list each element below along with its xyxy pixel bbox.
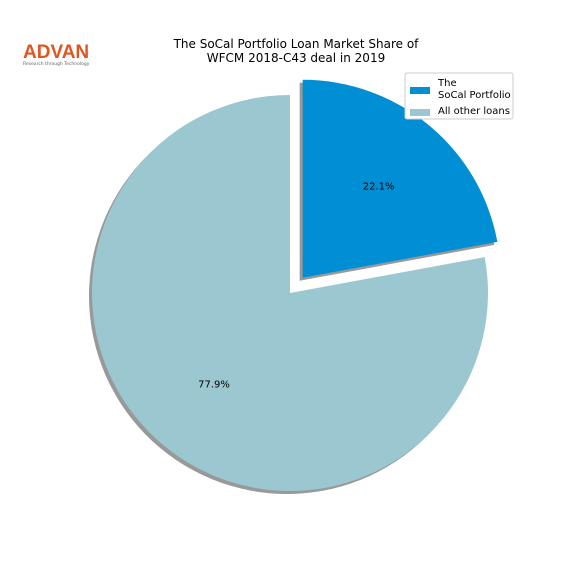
pie-slice (91, 95, 489, 491)
legend-label: All other loans (438, 106, 510, 117)
legend-swatch (410, 87, 430, 94)
legend-label: The SoCal Portfolio (437, 78, 511, 101)
pie-slice (302, 79, 498, 278)
legend-swatch (410, 109, 430, 116)
logo-tagline: Research through Technology (23, 61, 90, 67)
value-label: 77.9% (198, 379, 230, 390)
value-label: 22.1% (363, 181, 395, 192)
logo-name: ADVAN (23, 42, 89, 63)
chart-title: The SoCal Portfolio Loan Market Share of… (173, 37, 420, 65)
legend-box (404, 72, 514, 120)
